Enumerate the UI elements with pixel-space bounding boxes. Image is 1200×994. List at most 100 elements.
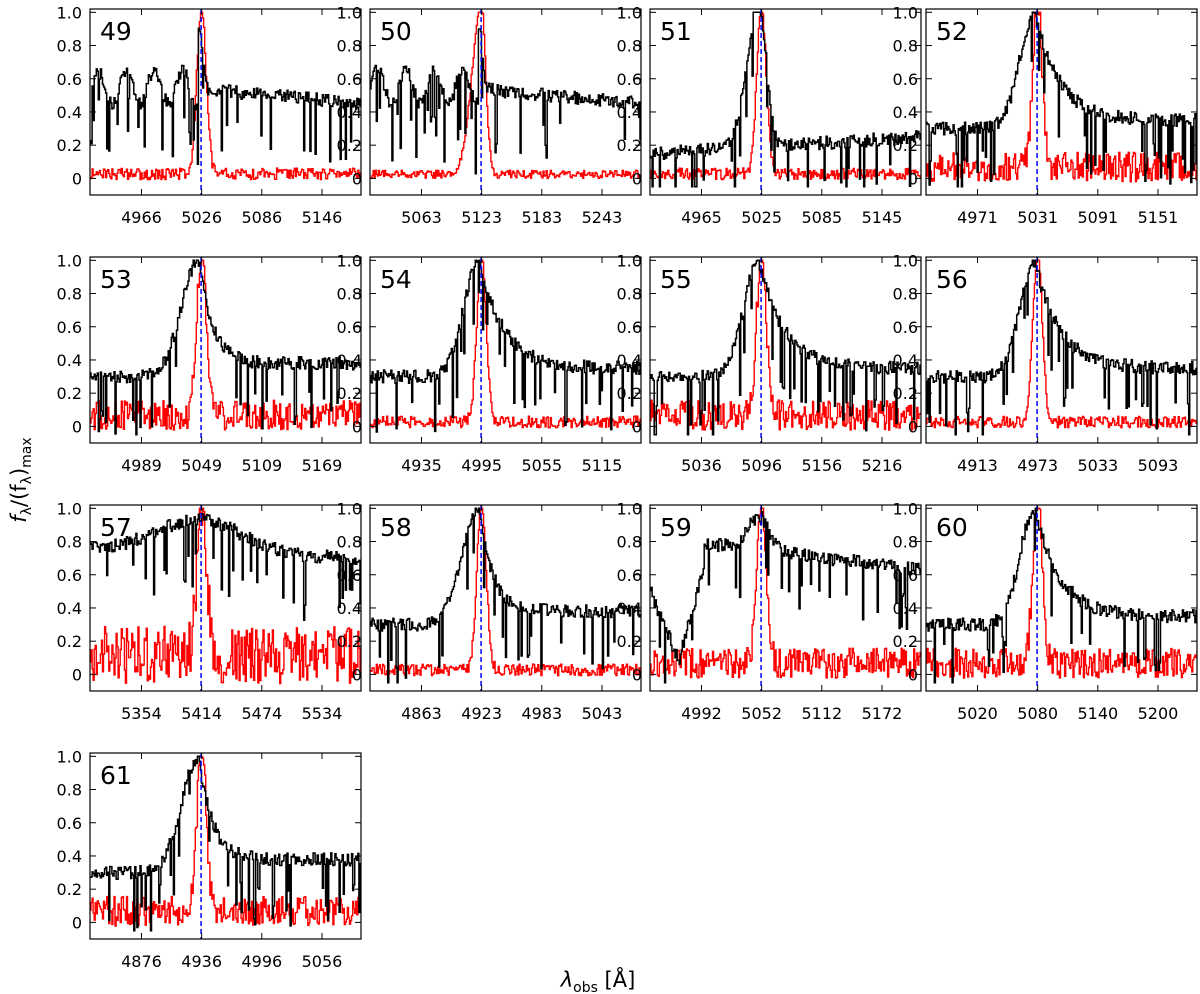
spectrum-series-50 [370, 28, 641, 175]
y-tick-label-56-4: 0.8 [893, 285, 918, 304]
x-tick-label-61-0: 4876 [121, 952, 162, 971]
panel-frame-54 [369, 256, 642, 444]
x-tick-label-56-1: 4973 [1017, 456, 1058, 475]
panel-59: 0 0.2 0.4 0.6 0.8 1.0 4992 5052 5112 5172 59 [617, 499, 922, 723]
y-tick-label-59-2: 0.4 [617, 599, 642, 618]
spectrum-series-56 [926, 259, 1197, 436]
panel-label-51: 51 [660, 17, 692, 46]
y-tick-label-58-1: 0.2 [337, 632, 362, 651]
x-tick-label-52-1: 5031 [1017, 208, 1058, 227]
x-tick-label-57-2: 5474 [241, 704, 282, 723]
x-tick-label-60-3: 5200 [1138, 704, 1179, 723]
x-tick-label-58-1: 4923 [461, 704, 502, 723]
y-tick-label-61-2: 0.4 [57, 847, 82, 866]
y-tick-label-55-3: 0.6 [617, 318, 642, 337]
y-tick-label-51-4: 0.8 [617, 37, 642, 56]
x-tick-label-57-3: 5534 [302, 704, 343, 723]
y-tick-label-50-5: 1.0 [337, 3, 362, 22]
y-tick-label-60-2: 0.4 [893, 599, 918, 618]
y-tick-label-57-4: 0.8 [57, 533, 82, 552]
y-tick-label-54-4: 0.8 [337, 285, 362, 304]
y-tick-label-59-0: 0 [632, 665, 642, 684]
panel-frame-49 [89, 8, 362, 196]
y-tick-label-57-0: 0 [72, 665, 82, 684]
y-tick-label-54-3: 0.6 [337, 318, 362, 337]
x-tick-label-59-2: 5112 [801, 704, 842, 723]
spectrum-series-53 [90, 259, 361, 436]
x-tick-label-59-1: 5052 [741, 704, 782, 723]
spectrum-series-51 [650, 11, 921, 188]
y-tick-label-52-0: 0 [908, 169, 918, 188]
panel-54: 0 0.2 0.4 0.6 0.8 1.0 4935 4995 5055 5115 54 [337, 251, 642, 475]
x-tick-label-52-3: 5151 [1138, 208, 1179, 227]
y-tick-label-53-3: 0.6 [57, 318, 82, 337]
spectrum-series-58 [370, 507, 641, 684]
residual-series-52 [926, 11, 1197, 183]
y-tick-label-50-0: 0 [352, 169, 362, 188]
panel-frame-53 [89, 256, 362, 444]
x-tick-label-54-0: 4935 [401, 456, 442, 475]
spectrum-series-55 [650, 259, 921, 436]
y-tick-label-50-4: 0.8 [337, 37, 362, 56]
panel-frame-51 [649, 8, 922, 196]
panel-frame-60 [925, 504, 1198, 692]
panel-frame-50 [369, 8, 642, 196]
x-tick-label-57-0: 5354 [121, 704, 162, 723]
panel-label-60: 60 [936, 513, 968, 542]
y-tick-label-54-2: 0.4 [337, 351, 362, 370]
y-tick-label-59-3: 0.6 [617, 566, 642, 585]
spectrum-series-60 [926, 507, 1197, 684]
y-tick-label-58-3: 0.6 [337, 566, 362, 585]
y-tick-label-60-5: 1.0 [893, 499, 918, 518]
y-tick-label-58-2: 0.4 [337, 599, 362, 618]
y-tick-label-58-5: 1.0 [337, 499, 362, 518]
y-tick-label-52-4: 0.8 [893, 37, 918, 56]
x-tick-label-56-0: 4913 [957, 456, 998, 475]
y-tick-label-59-1: 0.2 [617, 632, 642, 651]
y-tick-label-52-1: 0.2 [893, 136, 918, 155]
y-tick-label-55-2: 0.4 [617, 351, 642, 370]
y-tick-label-56-5: 1.0 [893, 251, 918, 270]
panel-label-50: 50 [380, 17, 412, 46]
x-tick-label-50-2: 5183 [521, 208, 562, 227]
panel-58: 0 0.2 0.4 0.6 0.8 1.0 4863 4923 4983 5043 58 [337, 499, 642, 723]
y-axis-title: fλ/(fλ)max [7, 437, 35, 522]
panel-52: 0 0.2 0.4 0.6 0.8 1.0 4971 5031 5091 5151 52 [893, 3, 1198, 227]
y-tick-label-57-1: 0.2 [57, 632, 82, 651]
residual-series-58 [370, 507, 641, 677]
x-tick-label-53-1: 5049 [181, 456, 222, 475]
x-tick-label-54-3: 5115 [582, 456, 623, 475]
y-tick-label-55-0: 0 [632, 417, 642, 436]
panel-frame-57 [89, 504, 362, 692]
x-tick-label-60-1: 5080 [1017, 704, 1058, 723]
y-tick-label-49-3: 0.6 [57, 70, 82, 89]
y-tick-label-51-3: 0.6 [617, 70, 642, 89]
residual-series-56 [926, 259, 1197, 429]
y-tick-label-52-3: 0.6 [893, 70, 918, 89]
residual-series-60 [926, 507, 1197, 679]
residual-series-49 [90, 11, 361, 181]
y-tick-label-54-1: 0.2 [337, 384, 362, 403]
x-tick-label-61-2: 4996 [241, 952, 282, 971]
x-tick-label-55-0: 5036 [681, 456, 722, 475]
spectrum-series-52 [926, 11, 1197, 188]
y-tick-label-53-4: 0.8 [57, 285, 82, 304]
y-tick-label-58-4: 0.8 [337, 533, 362, 552]
panel-frame-61 [89, 752, 362, 940]
x-axis-title: λobs [Å] [560, 966, 636, 994]
y-tick-label-50-3: 0.6 [337, 70, 362, 89]
panel-grid: 0 0.2 0.4 0.6 0.8 1.0 4966 5026 5086 5146 49 0 0.2 0.… [57, 3, 1198, 971]
x-tick-label-51-2: 5085 [801, 208, 842, 227]
x-tick-label-50-0: 5063 [401, 208, 442, 227]
x-tick-label-56-2: 5033 [1077, 456, 1118, 475]
y-tick-label-54-5: 1.0 [337, 251, 362, 270]
y-tick-label-53-2: 0.4 [57, 351, 82, 370]
spectrum-series-54 [370, 259, 641, 433]
x-tick-label-53-0: 4989 [121, 456, 162, 475]
y-tick-label-50-2: 0.4 [337, 103, 362, 122]
x-tick-label-50-1: 5123 [461, 208, 502, 227]
panel-label-58: 58 [380, 513, 412, 542]
y-tick-label-56-3: 0.6 [893, 318, 918, 337]
residual-series-57 [90, 507, 361, 685]
